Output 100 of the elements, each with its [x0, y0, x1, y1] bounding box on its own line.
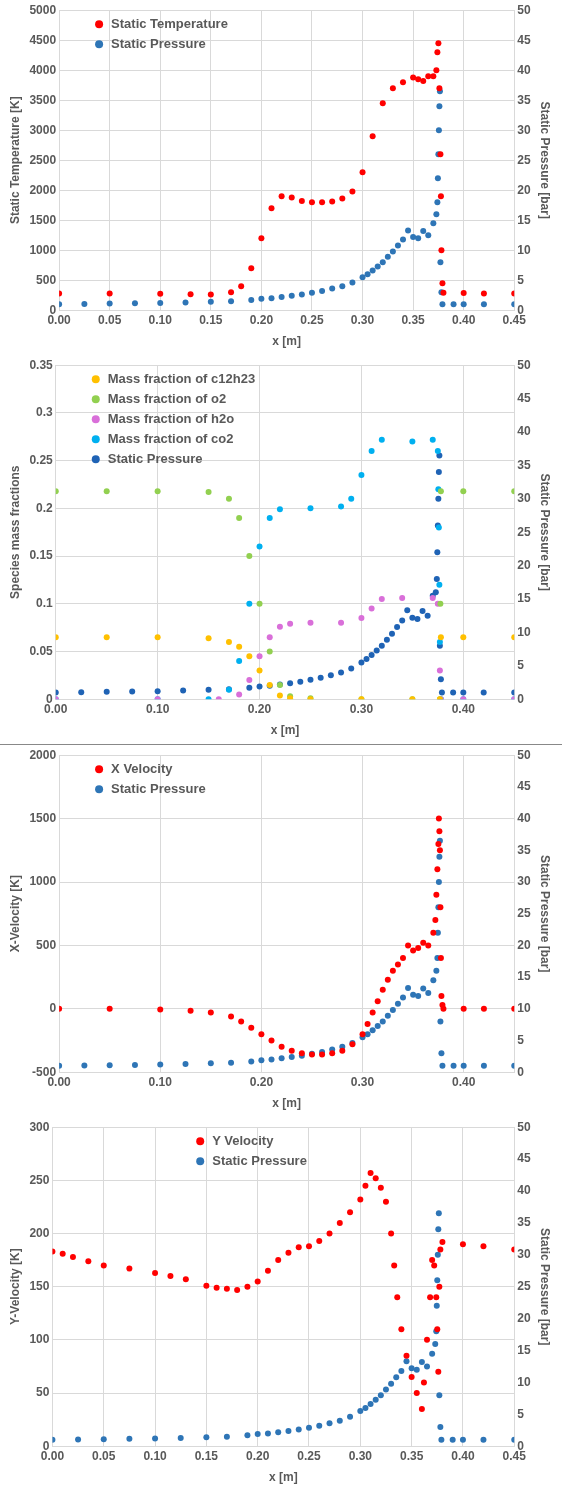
y-tick-label: 1500 — [29, 810, 57, 825]
y-tick-label: 1000 — [29, 874, 57, 889]
y2-tick-label: 45 — [517, 32, 531, 47]
x-axis-title: x [m] — [269, 1470, 298, 1485]
y2-tick-label: 5 — [517, 1032, 525, 1047]
y2-tick-label: 35 — [517, 457, 531, 472]
y2-tick-label: 5 — [517, 658, 525, 673]
y2-tick-label: 45 — [517, 1151, 531, 1166]
y2-tick-label: 25 — [517, 906, 531, 921]
x-tick-label: 0.10 — [143, 1448, 168, 1463]
x-tick-label: 0.10 — [148, 312, 173, 327]
y-axis-title: X-Velocity [K] — [7, 875, 22, 953]
y-axis-title: Static Temperature [K] — [7, 96, 22, 225]
legend-label: Mass fraction of c12h23 — [107, 370, 256, 386]
y2-tick-label: 45 — [517, 390, 531, 405]
x-axis-title: x [m] — [270, 723, 300, 738]
x-tick-label: 0.30 — [350, 312, 375, 327]
x-tick-label: 0.30 — [348, 1448, 373, 1463]
y2-tick-label: 25 — [517, 1279, 531, 1294]
y2-tick-label: 5 — [517, 272, 525, 287]
x-tick-label: 0.05 — [92, 1448, 116, 1463]
y-tick-label: 0.25 — [29, 452, 54, 467]
y2-tick-label: 10 — [517, 1001, 531, 1016]
y2-axis-title: Static Pressure [bar] — [538, 1228, 553, 1346]
y2-tick-label: 15 — [517, 969, 531, 984]
y2-tick-label: 0 — [517, 1064, 525, 1079]
y-tick-label: 300 — [29, 1119, 50, 1134]
y-tick-label: 100 — [29, 1332, 50, 1347]
legend-label: Static Pressure — [111, 35, 206, 51]
y2-tick-label: 40 — [517, 810, 531, 825]
y2-axis-title: Static Pressure [bar] — [538, 473, 553, 591]
y-tick-label: 200 — [29, 1225, 50, 1240]
x-tick-label: 0.20 — [246, 1448, 270, 1463]
y-tick-label: 250 — [29, 1172, 50, 1187]
y-tick-label: 50 — [36, 1385, 50, 1400]
y2-tick-label: 15 — [517, 212, 531, 227]
x-tick-label: 0.05 — [97, 312, 122, 327]
y2-tick-label: 15 — [517, 1342, 531, 1357]
legend-label: Mass fraction of o2 — [107, 390, 227, 406]
y-tick-label: 2000 — [29, 747, 57, 762]
x-tick-label: 0.15 — [194, 1448, 219, 1463]
legend-label: Static Pressure — [111, 780, 206, 796]
y-tick-label: 2500 — [29, 152, 57, 167]
y2-tick-label: 35 — [517, 842, 531, 857]
y2-tick-label: 20 — [517, 557, 531, 572]
y2-tick-label: 50 — [517, 2, 531, 17]
x-axis-title: x [m] — [272, 334, 302, 349]
x-tick-label: 0.20 — [249, 312, 274, 327]
y2-tick-label: 20 — [517, 937, 531, 952]
y-tick-label: 150 — [29, 1279, 50, 1294]
y2-tick-label: 45 — [517, 779, 531, 794]
y2-tick-label: 25 — [517, 524, 531, 539]
y2-axis-title: Static Pressure [bar] — [538, 855, 553, 973]
y2-tick-label: 50 — [517, 1119, 531, 1134]
y2-tick-label: 35 — [517, 92, 531, 107]
y-tick-label: 3000 — [29, 122, 57, 137]
y-tick-label: 0.3 — [36, 405, 54, 420]
y2-tick-label: 20 — [517, 1310, 531, 1325]
legend-label: Static Pressure — [212, 1152, 307, 1168]
y-tick-label: 0.15 — [29, 548, 54, 563]
y-tick-label: 4500 — [29, 32, 57, 47]
x-tick-label: 0.20 — [247, 701, 272, 716]
y-tick-label: 0.05 — [29, 643, 54, 658]
y-tick-label: 4000 — [29, 62, 57, 77]
x-tick-label: 0.40 — [452, 1074, 476, 1089]
y-axis-title: Y-Velocity [K] — [7, 1248, 22, 1326]
x-tick-label: 0.15 — [199, 312, 223, 327]
y2-tick-label: 30 — [517, 122, 531, 137]
y-tick-label: 3500 — [29, 92, 57, 107]
y-tick-label: 0.2 — [36, 500, 54, 515]
y2-tick-label: 40 — [517, 62, 531, 77]
y2-tick-label: 50 — [517, 357, 531, 372]
y2-tick-label: 10 — [517, 624, 531, 639]
x-tick-label: 0.40 — [452, 312, 476, 327]
y-tick-label: 0 — [49, 1001, 57, 1016]
x-tick-label: 0.35 — [399, 1448, 424, 1463]
x-tick-label: 0.35 — [401, 312, 426, 327]
legend-label: Static Pressure — [107, 450, 203, 466]
y2-tick-label: 15 — [517, 591, 531, 606]
x-tick-label: 0.10 — [145, 701, 170, 716]
y2-axis-title: Static Pressure [bar] — [538, 101, 553, 219]
x-tick-label: 0.40 — [451, 701, 476, 716]
legend-label: Y Velocity — [212, 1132, 275, 1148]
x-tick-label: 0.20 — [249, 1074, 274, 1089]
y-tick-label: 500 — [36, 937, 57, 952]
y-tick-label: 0.35 — [29, 357, 54, 372]
legend-label: Static Temperature — [111, 15, 228, 31]
y2-tick-label: 40 — [517, 424, 531, 439]
x-tick-label: 0.25 — [297, 1448, 321, 1463]
x-axis-title: x [m] — [272, 1096, 302, 1111]
y2-tick-label: 35 — [517, 1215, 531, 1230]
y2-tick-label: 10 — [517, 1374, 531, 1389]
y2-tick-label: 10 — [517, 242, 531, 257]
y-tick-label: 2000 — [29, 182, 57, 197]
x-tick-label: 0.30 — [349, 701, 374, 716]
y-tick-label: 1500 — [29, 212, 57, 227]
y-tick-label: 1000 — [29, 242, 57, 257]
legend-label: X Velocity — [111, 760, 174, 776]
legend-label: Mass fraction of h2o — [107, 410, 235, 426]
y-tick-label: 500 — [36, 272, 57, 287]
